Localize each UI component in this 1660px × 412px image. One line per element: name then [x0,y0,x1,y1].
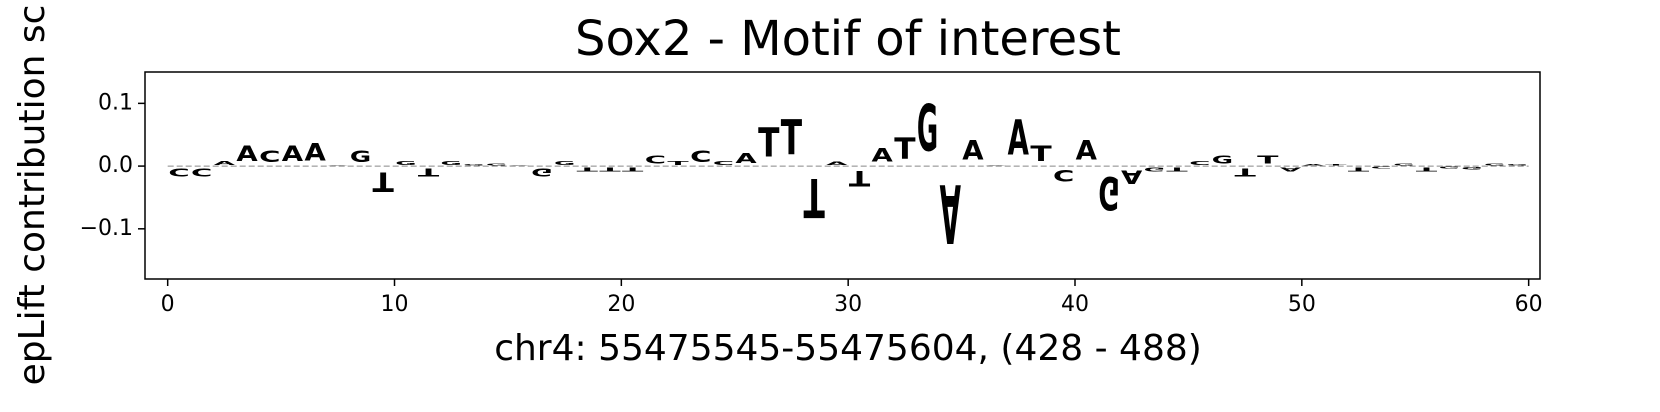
logo-letter: T [781,109,803,166]
logo-letter: C [690,147,711,166]
logo-letter: T [803,166,824,228]
logo-letter: A [327,165,348,166]
x-tick-label: 50 [1288,292,1316,317]
logo-letter: G [1439,166,1460,169]
logo-letter: T [1166,166,1188,172]
logo-letter: T [758,121,780,167]
x-tick-label: 60 [1515,292,1543,317]
logo-letter: A [304,139,325,167]
logo-letter: T [1234,166,1255,179]
logo-letter: G [1393,163,1414,166]
logo-letter: G [395,160,416,166]
logo-letter: T [1416,166,1438,172]
y-axis-label: epLift contribution sc [12,5,53,386]
logo-letter: T [577,166,599,172]
logo-letter: T [599,166,621,172]
logo-letter: T [667,160,689,166]
logo-letter: A [214,160,236,166]
x-tick-label: 30 [834,292,862,317]
logo-letter: C [191,166,212,178]
logo-letter: G [441,160,462,166]
logo-letter: G [1212,154,1233,166]
y-tick-label: 0.1 [98,90,133,115]
logo-letter: A [1076,136,1097,167]
logo-letter: T [1325,164,1346,166]
logo-letter: G [1144,166,1165,172]
logo-letter: A [735,151,757,166]
logo-letter: T [373,166,394,197]
y-tick-label: 0.0 [98,153,133,178]
logo-letter: T [849,166,871,191]
logo-letter: T [418,166,439,179]
logo-letter: G [1098,166,1119,219]
logo-letter: A [282,141,303,166]
logo-letter: A [236,141,257,166]
x-tick-label: 40 [1061,292,1089,317]
logo-letter: C [1371,166,1392,169]
logo-letter: C [1053,166,1074,185]
x-axis-label: chr4: 55475545-55475604, (428 - 488) [494,328,1202,369]
logo-letter: A [826,161,848,166]
y-tick-label: −0.1 [80,216,133,241]
logo-letter: A [940,165,962,259]
logo-letter: G [554,160,575,166]
x-tick-label: 10 [381,292,409,317]
x-tick-label: 0 [161,292,175,317]
logo-letter: C [259,147,280,166]
logo-letter: A [1280,166,1302,172]
logo-letter: A [962,136,983,167]
logo-letter: G [531,166,552,178]
logo-letter: A [872,144,894,166]
logo-letter: A [509,165,530,166]
logo-letter: C [1189,160,1210,166]
logo-letter: T [1348,166,1370,172]
logo-letter: C [168,166,189,178]
x-tick-label: 20 [607,292,635,317]
chart-title: Sox2 - Motif of interest [575,11,1121,67]
logo-letter: G [1461,166,1482,170]
logo-letter: A [1121,166,1143,188]
logo-letter: A [1303,164,1324,166]
logo-letter: G [350,148,371,167]
logo-letter: G [1507,164,1528,166]
logo-letter: A [1008,112,1030,167]
logo-letter: G [486,163,507,166]
logo-letter: C [645,154,666,166]
logo-letter: G [463,164,484,166]
logo-letter: A [985,165,1006,166]
logo-letter: T [622,166,644,172]
logo-letter: G [1484,164,1505,166]
plot-frame [144,71,1541,280]
logo-letter: T [1257,153,1278,166]
logo-letter: G [917,90,938,166]
logo-letter: T [1030,142,1052,167]
logo-letter: T [894,133,916,167]
logo-letter: C [713,160,734,166]
